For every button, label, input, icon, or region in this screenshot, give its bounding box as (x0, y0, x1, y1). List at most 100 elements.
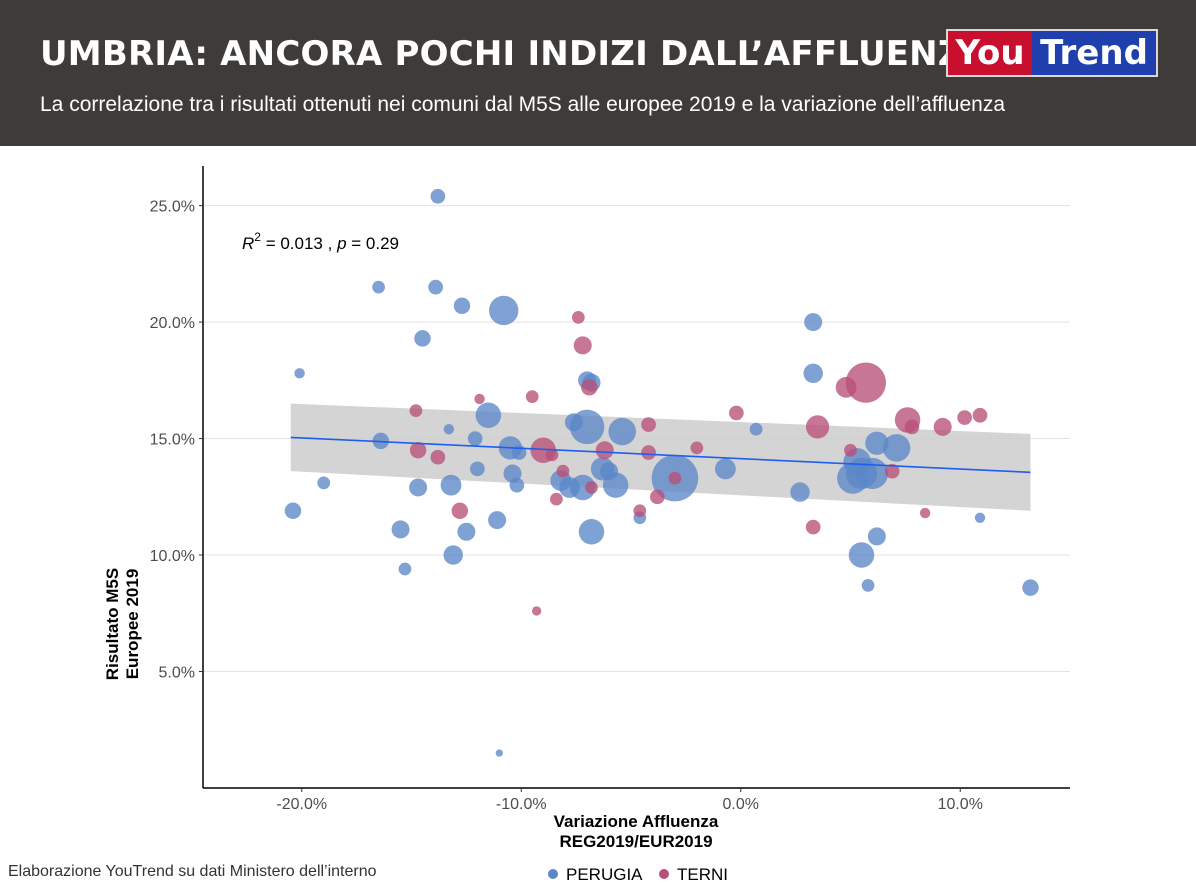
point-terni (545, 448, 559, 462)
point-perugia (867, 527, 886, 546)
point-terni (451, 502, 469, 520)
point-terni (884, 463, 900, 479)
point-perugia (391, 520, 410, 539)
y-tick-label: 15.0% (150, 432, 195, 449)
point-terni (595, 441, 614, 460)
x-tick-label: -20.0% (276, 796, 327, 813)
legend-swatch-terni (659, 869, 669, 879)
p-value: = 0.29 (347, 234, 399, 253)
r-sup: 2 (254, 230, 261, 244)
point-perugia (317, 476, 331, 490)
point-perugia (509, 477, 525, 493)
point-terni (571, 311, 585, 324)
point-terni (933, 417, 952, 436)
point-perugia (443, 424, 455, 435)
regression-annotation: R2 = 0.013 , p = 0.29 (242, 230, 399, 253)
point-perugia (569, 409, 605, 445)
point-perugia (475, 402, 502, 429)
point-perugia (974, 512, 986, 523)
point-terni (633, 504, 647, 518)
point-perugia (608, 417, 636, 446)
point-perugia (294, 368, 305, 379)
point-terni (690, 441, 704, 455)
point-perugia (749, 422, 763, 436)
point-perugia (440, 474, 462, 496)
point-perugia (398, 562, 412, 576)
point-terni (525, 390, 539, 403)
logo-trend: Trend (1032, 31, 1156, 75)
point-terni (805, 519, 821, 535)
point-perugia (714, 458, 736, 480)
point-terni (904, 419, 920, 435)
point-terni (919, 507, 931, 519)
point-perugia (453, 297, 471, 314)
point-terni (641, 445, 656, 460)
point-perugia (428, 279, 444, 295)
point-terni (409, 441, 427, 459)
y-axis-title-1: Risultato M5S (103, 568, 122, 680)
point-perugia (578, 519, 605, 545)
point-perugia (414, 330, 431, 347)
source-note: Elaborazione YouTrend su dati Ministero … (8, 863, 377, 880)
point-perugia (602, 472, 629, 498)
point-perugia (882, 434, 911, 462)
point-terni (844, 443, 857, 457)
point-terni (585, 481, 598, 494)
point-perugia (803, 363, 823, 384)
legend-label-perugia: PERUGIA (566, 865, 643, 884)
x-axis-title-1: Variazione Affluenza (554, 812, 719, 831)
legend-label-terni: TERNI (677, 865, 728, 884)
point-perugia (372, 280, 385, 294)
point-terni (668, 471, 682, 485)
page-title: UMBRIA: ANCORA POCHI INDIZI DALL’AFFLUEN… (40, 34, 990, 74)
r-value: = 0.013 , (261, 234, 337, 253)
point-terni (649, 489, 665, 505)
point-terni (409, 404, 423, 417)
logo-you: You (948, 31, 1032, 75)
point-terni (573, 336, 592, 355)
x-tick-label: 0.0% (723, 796, 759, 813)
p-label: p (336, 234, 346, 253)
point-perugia (804, 313, 823, 332)
point-terni (430, 449, 446, 465)
point-terni (972, 407, 988, 423)
point-perugia (488, 295, 519, 326)
point-perugia (495, 749, 503, 757)
y-axis-title-2: Europee 2019 (123, 569, 142, 680)
point-perugia (284, 502, 302, 520)
header: UMBRIA: ANCORA POCHI INDIZI DALL’AFFLUEN… (0, 0, 1196, 146)
point-perugia (861, 578, 875, 592)
point-terni (845, 362, 887, 403)
trend-line (290, 436, 1031, 474)
legend: PERUGIA TERNI (548, 865, 728, 884)
point-perugia (488, 511, 507, 530)
point-perugia (443, 545, 463, 565)
y-tick-label: 20.0% (150, 315, 195, 332)
y-tick-label: 25.0% (150, 199, 195, 216)
point-perugia (569, 474, 596, 501)
x-tick-label: -10.0% (496, 796, 547, 813)
point-terni (641, 417, 656, 432)
point-terni (474, 393, 485, 405)
point-perugia (457, 522, 476, 541)
point-perugia (409, 478, 428, 497)
page-subtitle: La correlazione tra i risultati ottenuti… (40, 93, 1006, 116)
point-perugia (790, 482, 810, 502)
point-terni (957, 410, 972, 425)
x-axis-title-2: REG2019/EUR2019 (559, 832, 712, 851)
point-perugia (470, 461, 485, 477)
point-perugia (467, 431, 483, 446)
point-terni (531, 606, 542, 616)
point-terni (550, 492, 563, 506)
point-perugia (430, 188, 446, 204)
point-perugia (1022, 579, 1039, 596)
legend-swatch-perugia (548, 869, 558, 879)
point-terni (581, 379, 598, 396)
youtrend-logo: You Trend (946, 29, 1158, 77)
point-terni (556, 464, 570, 478)
point-terni (805, 415, 830, 439)
point-terni (729, 405, 744, 421)
point-perugia (865, 431, 889, 455)
scatter-chart: 5.0% 10.0% 15.0% 20.0% 25.0% -20.0% -10.0% 0.0%… (103, 166, 1070, 884)
point-perugia (848, 542, 875, 568)
